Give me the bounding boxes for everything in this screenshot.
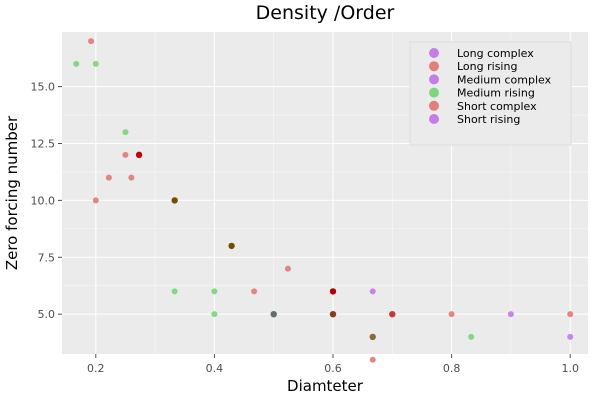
y-tick-label: 10.0 — [31, 194, 56, 207]
data-point-overlap — [329, 310, 337, 318]
data-point — [507, 311, 514, 318]
legend-marker — [429, 61, 439, 72]
data-point — [567, 311, 574, 318]
data-point — [211, 311, 218, 318]
legend-label: Short complex — [457, 100, 537, 113]
legend-marker — [429, 48, 439, 58]
legend-label: Long rising — [457, 60, 517, 73]
data-point — [369, 288, 376, 295]
data-point-overlap — [228, 242, 235, 250]
y-tick-label: 15.0 — [31, 81, 56, 94]
x-tick-label: 0.2 — [87, 362, 105, 375]
data-point-overlap — [389, 310, 396, 318]
legend-marker — [429, 114, 439, 124]
x-tick-label: 0.6 — [324, 362, 342, 375]
data-point-overlap — [171, 197, 178, 204]
x-tick-label: 1.0 — [561, 362, 579, 375]
legend-marker — [429, 74, 439, 85]
data-point — [369, 356, 376, 363]
data-point — [211, 288, 218, 295]
data-point-overlap — [329, 288, 337, 295]
x-axis-title: Diamteter — [287, 377, 364, 395]
legend-marker — [429, 87, 439, 98]
y-tick-label: 7.5 — [38, 251, 56, 264]
y-tick-label: 5.0 — [38, 308, 56, 321]
data-point — [251, 288, 258, 295]
x-tick-label: 0.4 — [206, 362, 224, 375]
x-axis-ticks: 0.2 0.4 0.6 0.8 1.0 — [87, 354, 579, 375]
data-point — [73, 60, 80, 67]
legend-marker — [429, 100, 439, 111]
data-point — [567, 333, 574, 340]
y-tick-label: 12.5 — [31, 138, 56, 151]
data-point — [171, 288, 178, 295]
data-point — [468, 333, 475, 340]
data-point-overlap — [369, 333, 376, 341]
legend-label: Medium rising — [457, 87, 535, 100]
grid-lines — [62, 32, 588, 354]
x-tick-label: 0.8 — [443, 362, 461, 375]
y-axis-title: Zero forcing number — [3, 115, 21, 270]
data-point — [88, 38, 95, 45]
data-point-overlap — [135, 151, 143, 159]
data-point — [128, 174, 135, 181]
data-point — [284, 265, 291, 272]
data-point — [448, 311, 455, 318]
chart-title: Density /Order — [256, 2, 395, 24]
data-point — [92, 60, 99, 67]
data-point — [122, 129, 129, 136]
data-points — [73, 38, 574, 363]
data-point — [105, 174, 112, 181]
y-axis-ticks: 5.0 7.5 10.0 12.5 15.0 — [31, 81, 62, 321]
data-point — [122, 151, 129, 158]
legend-label: Long complex — [457, 47, 534, 60]
legend-label: Medium complex — [457, 73, 552, 86]
legend-label: Short rising — [457, 113, 520, 126]
data-point-overlap — [270, 310, 277, 318]
data-point — [92, 197, 99, 204]
